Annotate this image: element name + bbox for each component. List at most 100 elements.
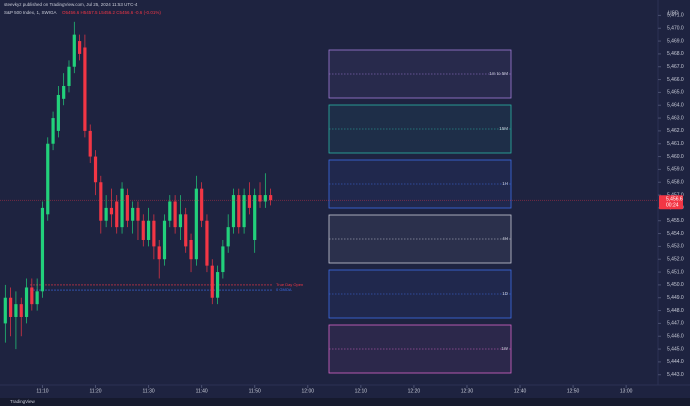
y-tick-label: 5,463.0 <box>667 115 684 121</box>
candle-body <box>131 207 135 221</box>
y-tick-label: 5,458.0 <box>667 180 684 186</box>
candle-body <box>210 265 214 298</box>
x-tick-label: 12:50 <box>567 388 580 394</box>
candle-body <box>115 201 119 228</box>
candle-body <box>46 143 50 215</box>
x-tick-label: 11:10 <box>36 388 48 394</box>
x-tick-label: 12:10 <box>355 388 368 394</box>
ohlc: O5456.6 H5457.5 L5456.2 C5456.6 -0.6 (-0… <box>62 10 161 15</box>
x-tick-label: 11:30 <box>143 388 155 394</box>
candle-body <box>141 220 145 240</box>
candle-body <box>162 220 167 260</box>
y-tick-label: 5,465.0 <box>667 90 684 96</box>
candle-body <box>30 287 34 305</box>
candle-body <box>9 297 13 317</box>
reference-label: 0 GMOA <box>276 287 292 292</box>
last-price-label: 5,456.6 <box>666 197 683 203</box>
zone-label: 4H <box>502 236 508 241</box>
last-price-badge <box>659 195 683 210</box>
candle-body <box>178 214 183 228</box>
y-tick-label: 5,446.0 <box>667 334 684 340</box>
candle-body <box>109 207 114 215</box>
y-tick-label: 5,460.0 <box>667 154 684 160</box>
x-tick-label: 13:00 <box>620 388 633 394</box>
y-tick-label: 5,462.0 <box>667 128 684 134</box>
y-tick-label: 5,461.0 <box>667 141 684 147</box>
candle-body <box>77 41 82 54</box>
candle-body <box>72 34 76 67</box>
y-tick-label: 5,444.0 <box>667 359 684 365</box>
y-tick-label: 5,443.0 <box>667 372 684 378</box>
candle-body <box>120 188 124 228</box>
candle-body <box>205 220 209 266</box>
publish-info: steevkyz published on TradingView.com, J… <box>4 2 138 7</box>
x-tick-label: 12:40 <box>514 388 527 394</box>
zone-label: 1m to 5M <box>489 71 508 76</box>
candle-body <box>19 304 23 317</box>
candle-body <box>104 207 108 221</box>
y-tick-label: 5,450.0 <box>667 282 684 288</box>
candle-body <box>24 287 29 317</box>
footer-brand: TradingView <box>10 399 36 404</box>
candle-body <box>253 195 257 240</box>
candle-body <box>168 201 172 221</box>
y-tick-label: 5,466.0 <box>667 77 684 83</box>
x-tick-label: 11:20 <box>89 388 101 394</box>
zone-label: 15M <box>499 126 508 131</box>
candle-body <box>226 227 230 247</box>
candle-body <box>221 246 225 273</box>
x-tick-label: 12:00 <box>302 388 315 394</box>
candle-body <box>88 130 92 157</box>
y-tick-label: 5,445.0 <box>667 346 684 352</box>
currency: USD <box>668 10 679 16</box>
candle-body <box>125 195 129 221</box>
candle-body <box>152 220 156 247</box>
y-tick-label: 5,449.0 <box>667 295 684 301</box>
y-tick-label: 5,454.0 <box>667 231 684 237</box>
candle-body <box>56 94 60 131</box>
candle-body <box>215 272 220 298</box>
candle-body <box>3 297 7 324</box>
x-tick-label: 12:20 <box>408 388 421 394</box>
candle-body <box>83 47 87 131</box>
zone-label: 1D <box>502 291 509 296</box>
x-tick-label: 12:30 <box>461 388 474 394</box>
candle-body <box>173 201 177 228</box>
candle-body <box>157 246 161 260</box>
y-tick-label: 5,451.0 <box>667 269 684 275</box>
zone-label: 1W <box>501 346 509 351</box>
candle-body <box>184 214 188 247</box>
x-tick-label: 11:40 <box>196 388 208 394</box>
candle-body <box>200 188 204 221</box>
candle-body <box>258 195 262 202</box>
candle-body <box>99 182 103 221</box>
y-tick-label: 5,452.0 <box>667 257 684 263</box>
zone-label: 1H <box>502 181 508 186</box>
candle-body <box>14 304 18 317</box>
candle-body <box>67 66 71 86</box>
candle-body <box>51 118 55 144</box>
x-tick-label: 11:50 <box>249 388 261 394</box>
candle-body <box>136 207 140 221</box>
y-tick-label: 5,470.0 <box>667 26 684 32</box>
y-tick-label: 5,455.0 <box>667 218 684 224</box>
candle-body <box>269 195 273 201</box>
y-tick-label: 5,468.0 <box>667 51 684 57</box>
candle-body <box>194 188 198 260</box>
candle-body <box>263 195 267 202</box>
y-tick-label: 5,448.0 <box>667 308 684 314</box>
reference-label: True Day Open <box>276 282 303 287</box>
candle-body <box>231 195 236 228</box>
footer-bar <box>0 398 690 406</box>
candle-body <box>35 291 39 305</box>
candle-body <box>242 195 246 228</box>
y-tick-label: 5,459.0 <box>667 167 684 173</box>
candle-body <box>93 156 98 183</box>
candle-body <box>237 195 241 228</box>
y-tick-label: 5,447.0 <box>667 321 684 327</box>
candle-body <box>40 207 45 292</box>
candle-body <box>247 195 252 208</box>
candle-body <box>189 239 193 260</box>
y-tick-label: 5,453.0 <box>667 244 684 250</box>
symbol: S&P 500 Index, 1, SWIGA <box>4 10 56 15</box>
